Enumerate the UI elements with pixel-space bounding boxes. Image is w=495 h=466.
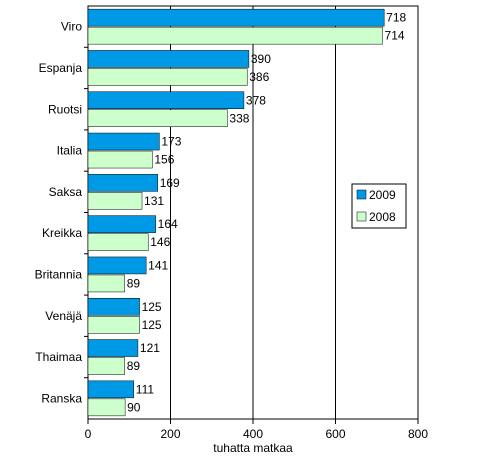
data-label: 714: [385, 29, 405, 43]
category-labels: Viro Espanja Ruotsi Italia Saksa Kreikka Brita…: [35, 20, 88, 405]
x-tick-label: 800: [408, 427, 428, 441]
x-axis: 0 200 400 600 800: [85, 419, 428, 441]
category-label: Viro: [61, 20, 82, 34]
legend-swatch: [356, 211, 367, 222]
bar-2008: [87, 398, 126, 417]
x-tick-label: 0: [85, 427, 92, 441]
data-label: 386: [249, 70, 269, 84]
data-labels: 718 714 390 386 378 338 173 156 169 131 164 146 141 8…: [127, 11, 407, 415]
data-label: 89: [127, 359, 141, 373]
x-tick-label: 400: [243, 427, 263, 441]
legend: 2009 2008: [351, 183, 407, 229]
bar-2009: [87, 339, 139, 357]
category-label: Britannia: [35, 267, 83, 281]
data-label: 111: [136, 382, 155, 396]
data-label: 125: [142, 318, 162, 332]
data-label: 338: [229, 111, 249, 125]
legend-swatch: [356, 189, 367, 200]
data-label: 121: [140, 341, 160, 355]
data-label: 131: [144, 194, 164, 208]
category-label: Venäjä: [45, 309, 82, 323]
data-label: 718: [386, 11, 406, 25]
data-label: 141: [148, 258, 168, 272]
category-label: Thaimaa: [35, 350, 82, 364]
bar-2008: [87, 357, 125, 375]
category-label: Espanja: [39, 61, 83, 75]
legend-label: 2009: [369, 188, 396, 202]
legend-label: 2008: [369, 210, 396, 224]
bar-2009: [87, 256, 147, 275]
category-label: Ranska: [41, 391, 82, 405]
x-axis-label: tuhatta matkaa: [213, 441, 293, 455]
bar-2008: [87, 26, 383, 45]
bars: [87, 8, 385, 417]
bar-2009: [87, 91, 245, 109]
category-label: Ruotsi: [48, 102, 82, 116]
bar-2009: [87, 215, 156, 233]
bar-2008: [87, 274, 125, 293]
data-label: 156: [154, 153, 174, 167]
bar-2009: [87, 298, 140, 316]
bar-2009: [87, 380, 135, 399]
data-label: 390: [251, 52, 271, 66]
x-tick-label: 600: [325, 427, 345, 441]
bar-2009: [87, 8, 385, 27]
x-tick-label: 200: [160, 427, 180, 441]
category-label: Saksa: [49, 185, 83, 199]
bar-2008: [87, 233, 149, 251]
data-label: 146: [150, 235, 170, 249]
bar-2009: [87, 132, 160, 151]
bar-2009: [87, 174, 158, 192]
category-label: Kreikka: [42, 226, 82, 240]
bar-2008: [87, 316, 140, 334]
data-label: 164: [158, 217, 178, 231]
bar-2008: [87, 192, 143, 210]
data-label: 90: [127, 400, 141, 414]
data-label: 173: [161, 135, 181, 149]
bar-2008: [87, 109, 228, 127]
bar-2009: [87, 50, 250, 68]
data-label: 169: [160, 176, 180, 190]
bar-2008: [87, 150, 153, 169]
data-label: 89: [127, 276, 141, 290]
bar-2008: [87, 68, 248, 86]
category-label: Italia: [57, 144, 83, 158]
data-label: 378: [246, 93, 266, 107]
data-label: 125: [142, 300, 162, 314]
